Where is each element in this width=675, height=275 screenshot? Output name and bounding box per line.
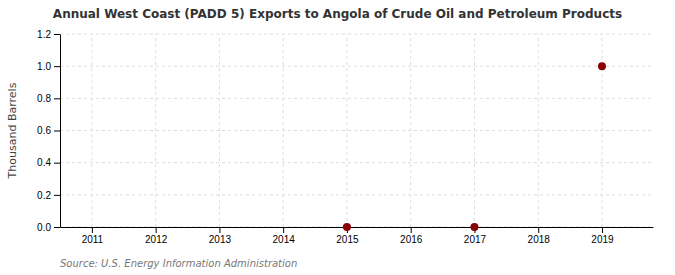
y-tick-mark [54, 195, 60, 196]
x-tick-mark [92, 227, 93, 233]
x-tick-label: 2018 [528, 234, 551, 245]
y-tick-mark [54, 98, 60, 99]
x-tick-mark [219, 227, 220, 233]
y-tick-label: 0.8 [37, 93, 51, 104]
point [598, 62, 606, 70]
y-tick-mark [54, 163, 60, 164]
y-tick-mark [54, 131, 60, 132]
x-tick-mark [156, 227, 157, 233]
chart-svg: 2011201220132014201520162017201820190.00… [0, 0, 675, 275]
grid-line-y [60, 66, 653, 67]
x-tick-mark [602, 227, 603, 233]
x-tick-label: 2011 [82, 234, 104, 245]
x-tick: 2011 [82, 227, 104, 245]
x-tick-mark [283, 227, 284, 233]
y-tick-mark [54, 34, 60, 35]
x-tick-label: 2013 [209, 234, 232, 245]
y-axis: 0.0 0.2 0.4 0.6 0.8 1.0 1.2 [37, 29, 60, 233]
x-axis-line [61, 227, 654, 228]
grid-line-x [155, 34, 156, 227]
y-tick: 1.0 [37, 61, 60, 72]
x-tick-label: 2015 [336, 234, 359, 245]
y-tick-label: 0.0 [37, 222, 51, 233]
x-tick: 2012 [145, 227, 168, 245]
y-tick-label: 1.0 [37, 61, 51, 72]
y-tick: 1.2 [37, 29, 60, 40]
source-note: Source: U.S. Energy Information Administ… [60, 258, 297, 269]
y-tick-mark [54, 227, 60, 228]
x-tick: 2019 [591, 227, 614, 245]
x-tick: 2016 [400, 227, 423, 245]
grid-line-x [346, 34, 347, 227]
y-tick: 0.6 [37, 125, 60, 136]
y-tick: 0.4 [37, 157, 60, 168]
x-tick-label: 2016 [400, 234, 423, 245]
y-axis-line [60, 35, 61, 228]
grid-line-x [538, 34, 539, 227]
x-tick-label: 2017 [464, 234, 487, 245]
x-axis: 2011 2012 2013 2014 2015 2016 2017 2018 2019 [61, 227, 654, 245]
plot-area [343, 62, 606, 231]
grid-line-y [60, 34, 653, 35]
x-tick: 2013 [209, 227, 232, 245]
x-tick-label: 2019 [591, 234, 614, 245]
y-tick-label: 0.4 [37, 157, 51, 168]
grid-line-y [60, 227, 653, 228]
title: Annual West Coast (PADD 5) Exports to An… [53, 7, 622, 21]
point [343, 223, 351, 231]
y-tick-label: 0.6 [37, 125, 51, 136]
grid-line-y [60, 130, 653, 131]
point [470, 223, 478, 231]
x-tick-mark [538, 227, 539, 233]
x-tick: 2014 [273, 227, 296, 245]
grid-line-y [60, 162, 653, 163]
y-axis-title: Thousand Barrels [6, 82, 19, 179]
x-tick-mark [411, 227, 412, 233]
y-tick: 0.8 [37, 93, 60, 104]
grid-line-x [219, 34, 220, 227]
grid [60, 34, 653, 227]
x-tick: 2018 [528, 227, 551, 245]
y-tick: 0.2 [37, 190, 60, 201]
y-tick-label: 1.2 [37, 29, 51, 40]
chart-container: 2011201220132014201520162017201820190.00… [0, 0, 675, 275]
y-tick-label: 0.2 [37, 190, 51, 201]
grid-line-y [60, 98, 653, 99]
x-tick-label: 2012 [145, 234, 168, 245]
grid-line-y [60, 194, 653, 195]
y-tick: 0.0 [37, 222, 60, 233]
y-tick-mark [54, 66, 60, 67]
x-tick-label: 2014 [273, 234, 296, 245]
